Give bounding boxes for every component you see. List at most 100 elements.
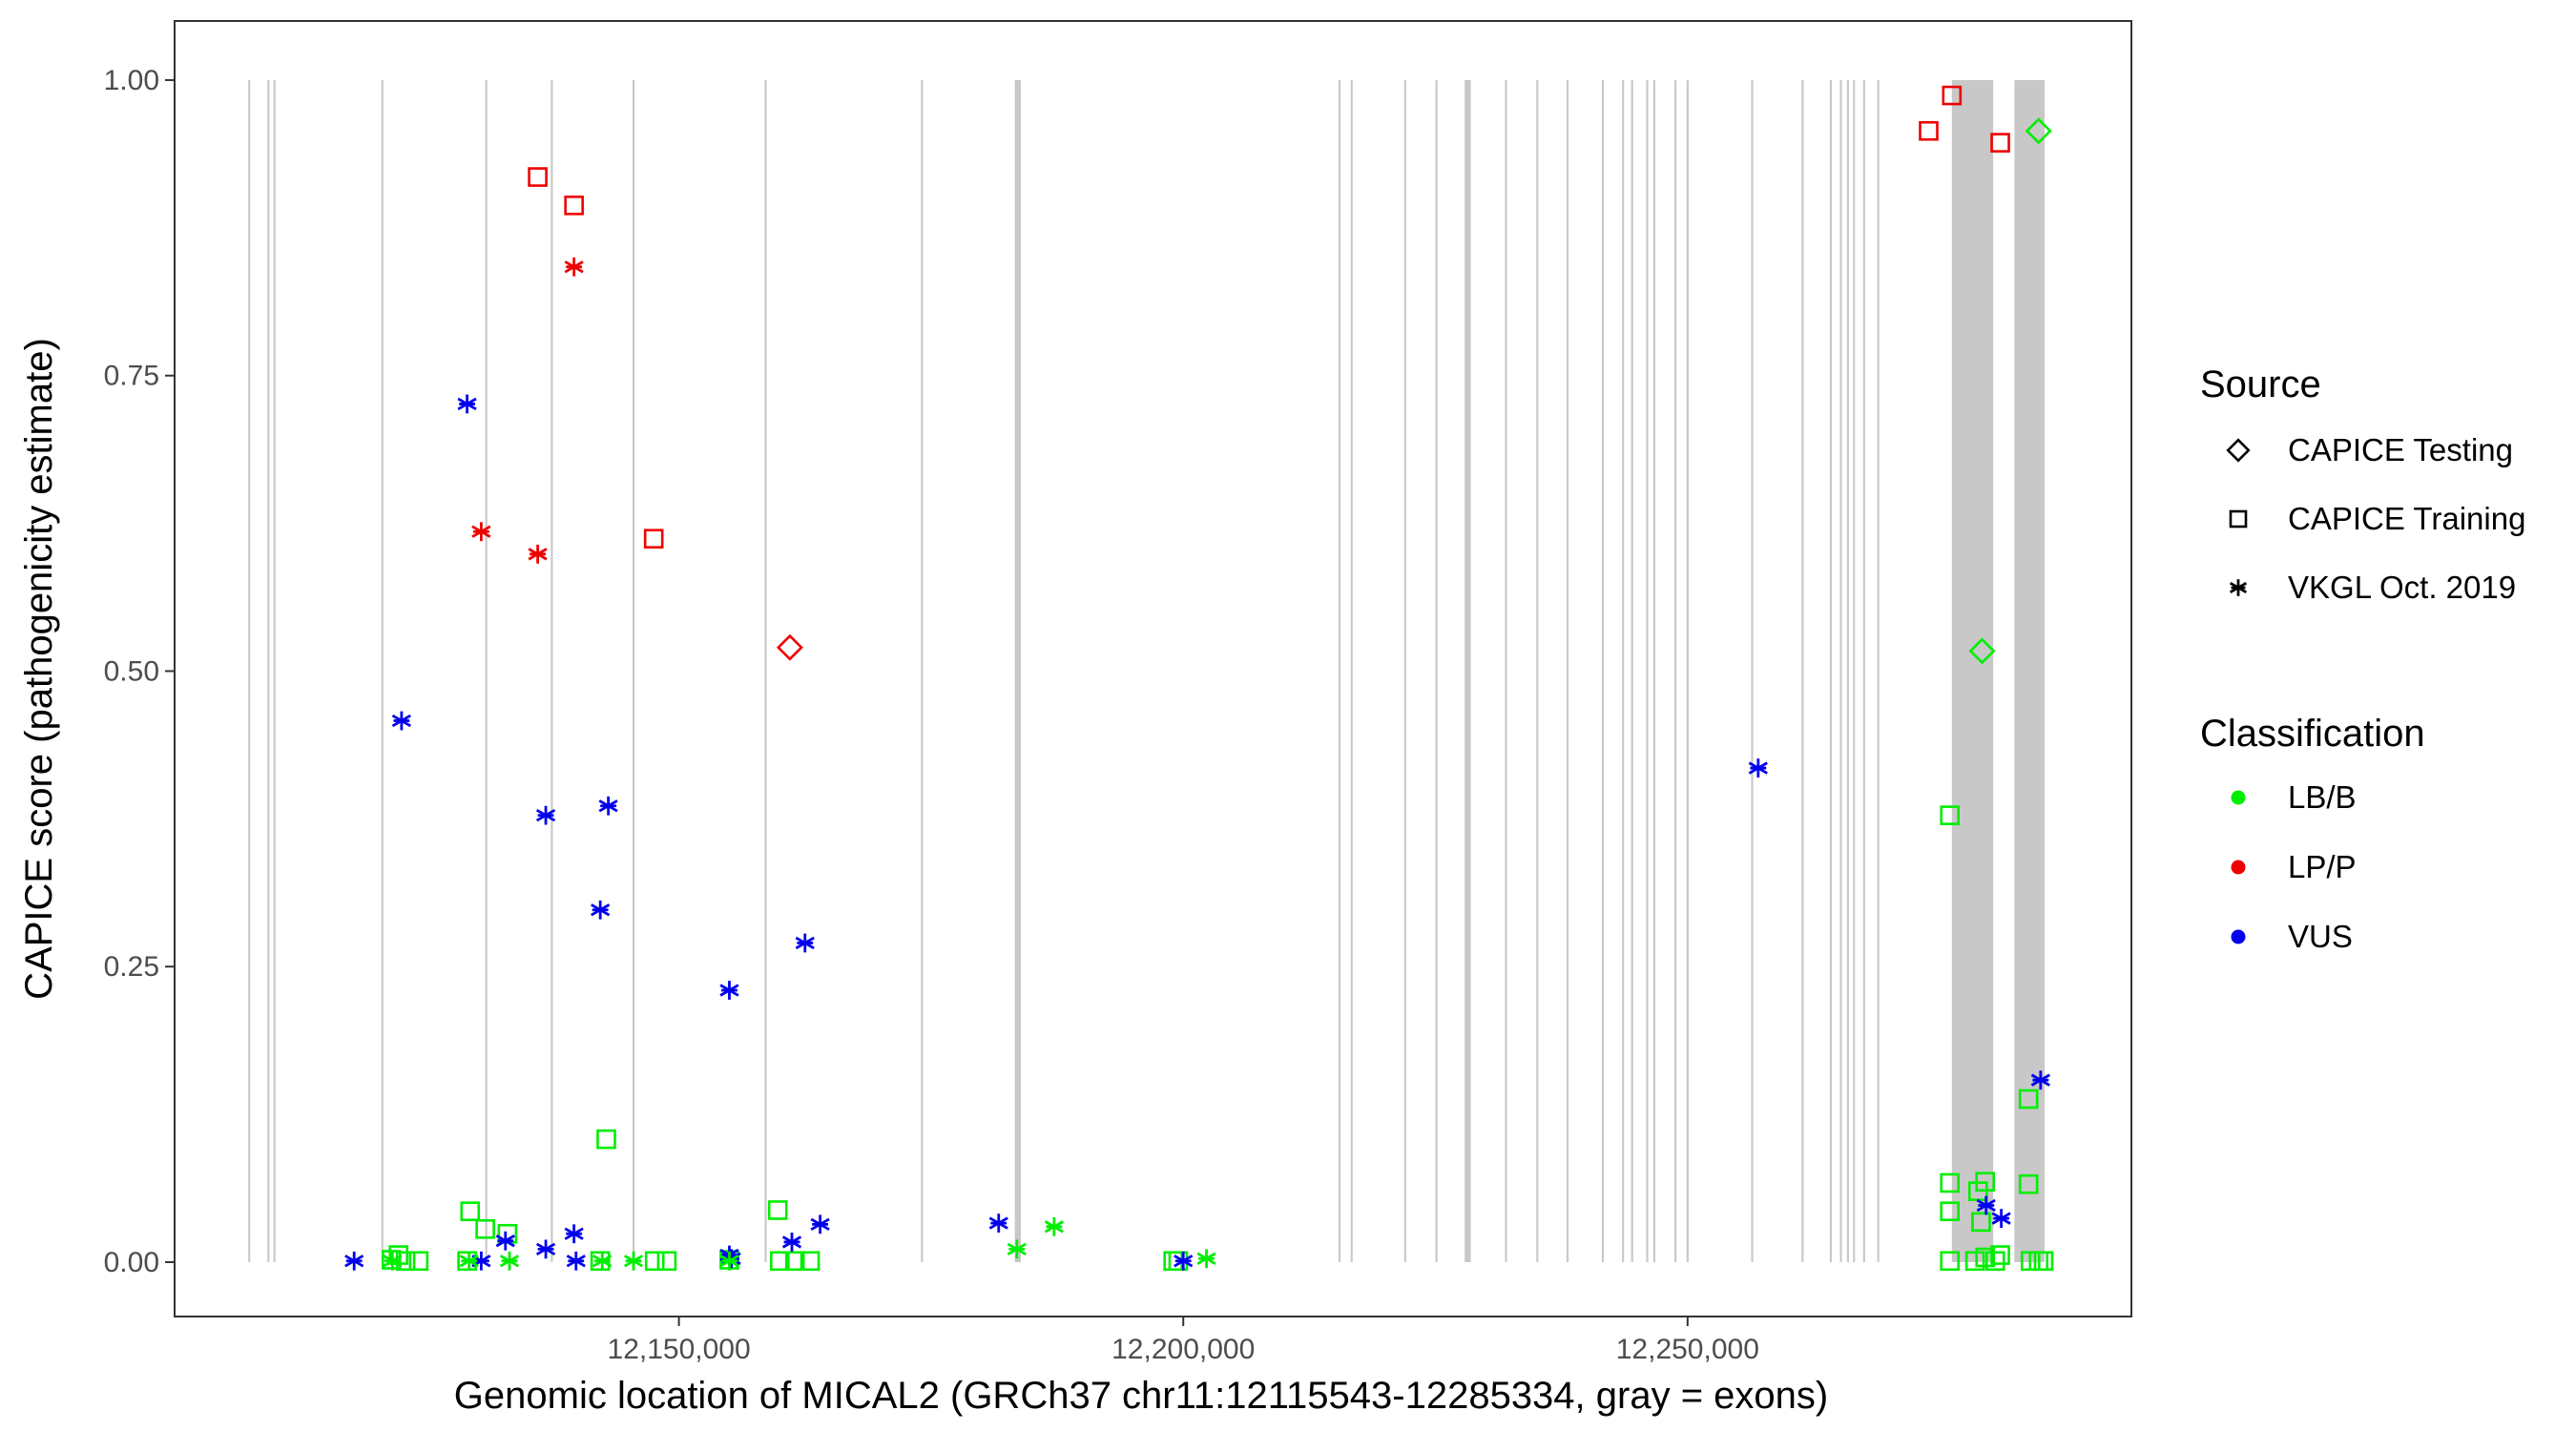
exon-band [1350,79,1353,1263]
data-point [2018,1089,2039,1110]
data-point [475,1219,495,1239]
data-point [1984,1251,2005,1272]
legend-color-key [2231,790,2246,805]
legend-label: CAPICE Testing [2288,432,2513,467]
data-point [592,1251,613,1271]
data-point [988,1213,1008,1234]
data-point [499,1251,520,1271]
exon-band [273,79,276,1263]
series-diamond-lp-p [776,633,803,661]
data-point [643,529,664,550]
data-point [1174,1251,1194,1271]
exon-band [248,79,251,1263]
data-point [591,900,611,920]
exon-band [1674,79,1677,1263]
exon-band [1014,79,1022,1263]
x-tick-label: 12,150,000 [608,1334,751,1365]
exon-band [1505,79,1507,1263]
legend-color-key [2231,860,2246,875]
legend-square-key [2229,509,2248,529]
legend-item: LB/B [2231,779,2357,815]
data-point [535,805,556,825]
data-point [1942,85,1963,106]
exon-band [1839,79,1842,1263]
series-diamond-lb-b [1968,117,2052,665]
data-point [459,1251,479,1271]
data-point [1007,1239,1027,1259]
legend-color-key [2231,929,2246,944]
data-point [566,1251,586,1271]
data-point [1990,133,2010,153]
data-point [1975,1172,1996,1192]
data-point [1991,1209,2011,1229]
data-point [623,1251,644,1271]
data-point [781,1233,802,1252]
exon-band [551,79,553,1263]
exon-band [267,79,270,1263]
data-point [1975,1247,1996,1268]
x-tick-label: 12,250,000 [1616,1334,1759,1365]
exon-band [1601,79,1605,1263]
data-point [460,1201,481,1222]
data-point [528,544,548,564]
data-point [1968,637,1996,665]
data-point [1976,1195,1996,1215]
legend-item: VUS [2231,919,2353,954]
data-points [344,85,2054,1272]
y-axis: 0.00 0.25 0.50 0.75 1.00 [104,65,175,1278]
y-tick-label: 0.50 [104,655,159,687]
x-tick-label: 12,200,000 [1111,1334,1255,1365]
legend-label: VUS [2288,919,2353,954]
exon-band [1403,79,1406,1263]
legend-source-title: Source [2200,363,2321,405]
exon-band [1631,79,1633,1263]
data-point [644,1251,665,1272]
exon-band [1339,79,1341,1263]
legend-asterisk-key [2229,579,2248,596]
data-point [2033,1251,2054,1272]
data-point [1990,1245,2010,1265]
data-point [784,1251,805,1272]
legend-label: LP/P [2288,849,2357,884]
data-point [1940,1172,1961,1193]
legend-source-items: CAPICE Testing CAPICE Training VKGL Oct. 2… [2226,432,2525,605]
exon-band [1877,79,1880,1263]
data-point [344,1251,364,1271]
exon-band [1435,79,1438,1263]
data-point [1940,1251,1961,1272]
legend-label: CAPICE Training [2288,501,2525,536]
plot-panel-border [174,20,2132,1317]
data-point [2018,1173,2039,1194]
data-point [564,257,584,277]
legend-label: VKGL Oct. 2019 [2288,570,2516,605]
series-asterisk-lp-p [471,257,584,564]
exon-band [1751,79,1754,1263]
data-point [1919,120,1939,141]
data-point [1748,758,1768,778]
data-point [719,1251,739,1271]
exon-band [1862,79,1865,1263]
exon-band [1801,79,1804,1263]
data-point [471,522,491,542]
legend-item: VKGL Oct. 2019 [2229,570,2516,605]
data-point [1196,1249,1216,1269]
data-point [795,933,815,953]
legend-item: CAPICE Testing [2226,432,2513,467]
x-axis-title: Genomic location of MICAL2 (GRCh37 chr11… [454,1375,1828,1417]
data-point [776,633,803,661]
exon-band [632,79,635,1263]
series-square-lp-p [528,85,2010,550]
exon-band [1622,79,1625,1263]
data-point [408,1251,429,1272]
data-point [564,195,584,216]
data-point [495,1231,515,1251]
exon-band [764,79,767,1263]
exon-band [921,79,924,1263]
data-point [598,796,618,816]
y-tick-label: 1.00 [104,65,159,96]
data-point [391,711,411,731]
data-point [535,1239,556,1259]
legend-label: LB/B [2288,779,2357,815]
